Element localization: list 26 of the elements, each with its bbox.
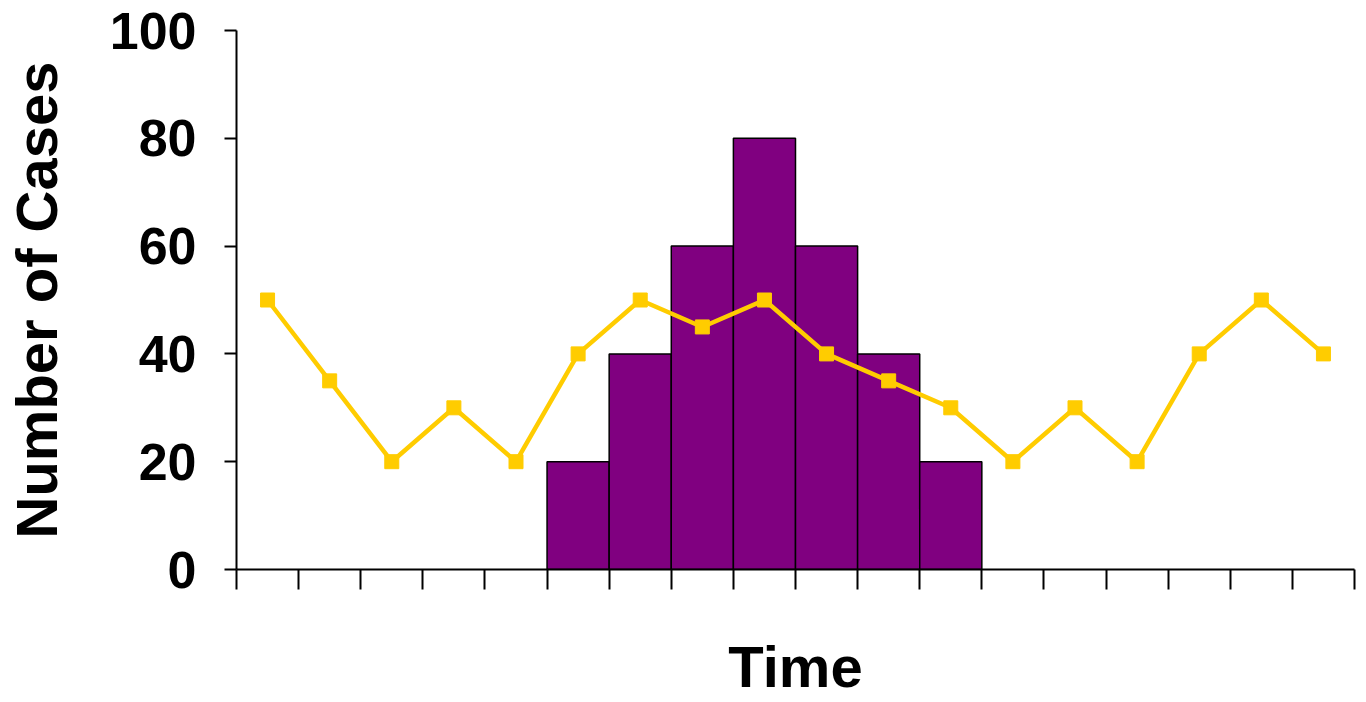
y-tick-label: 60 [138, 217, 197, 276]
y-axis-title: Number of Cases [3, 61, 69, 539]
point [508, 454, 524, 470]
point [1253, 292, 1269, 308]
point [1067, 400, 1083, 416]
point [756, 292, 772, 308]
y-tick-label: 40 [138, 324, 197, 383]
x-axis-title: Time [728, 633, 863, 699]
point [570, 346, 586, 362]
point [943, 400, 959, 416]
point [1005, 454, 1021, 470]
point [632, 292, 648, 308]
y-tick-label: 0 [167, 540, 197, 599]
point [819, 346, 835, 362]
point [260, 292, 276, 308]
point [322, 373, 338, 389]
point [384, 454, 400, 470]
point [1315, 346, 1331, 362]
y-tick-label: 80 [138, 109, 197, 168]
y-tick-label: 20 [138, 432, 197, 491]
y-tick-label: 100 [109, 1, 197, 60]
point [881, 373, 897, 389]
point [1191, 346, 1207, 362]
point [446, 400, 462, 416]
point [694, 319, 710, 335]
point [1129, 454, 1145, 470]
